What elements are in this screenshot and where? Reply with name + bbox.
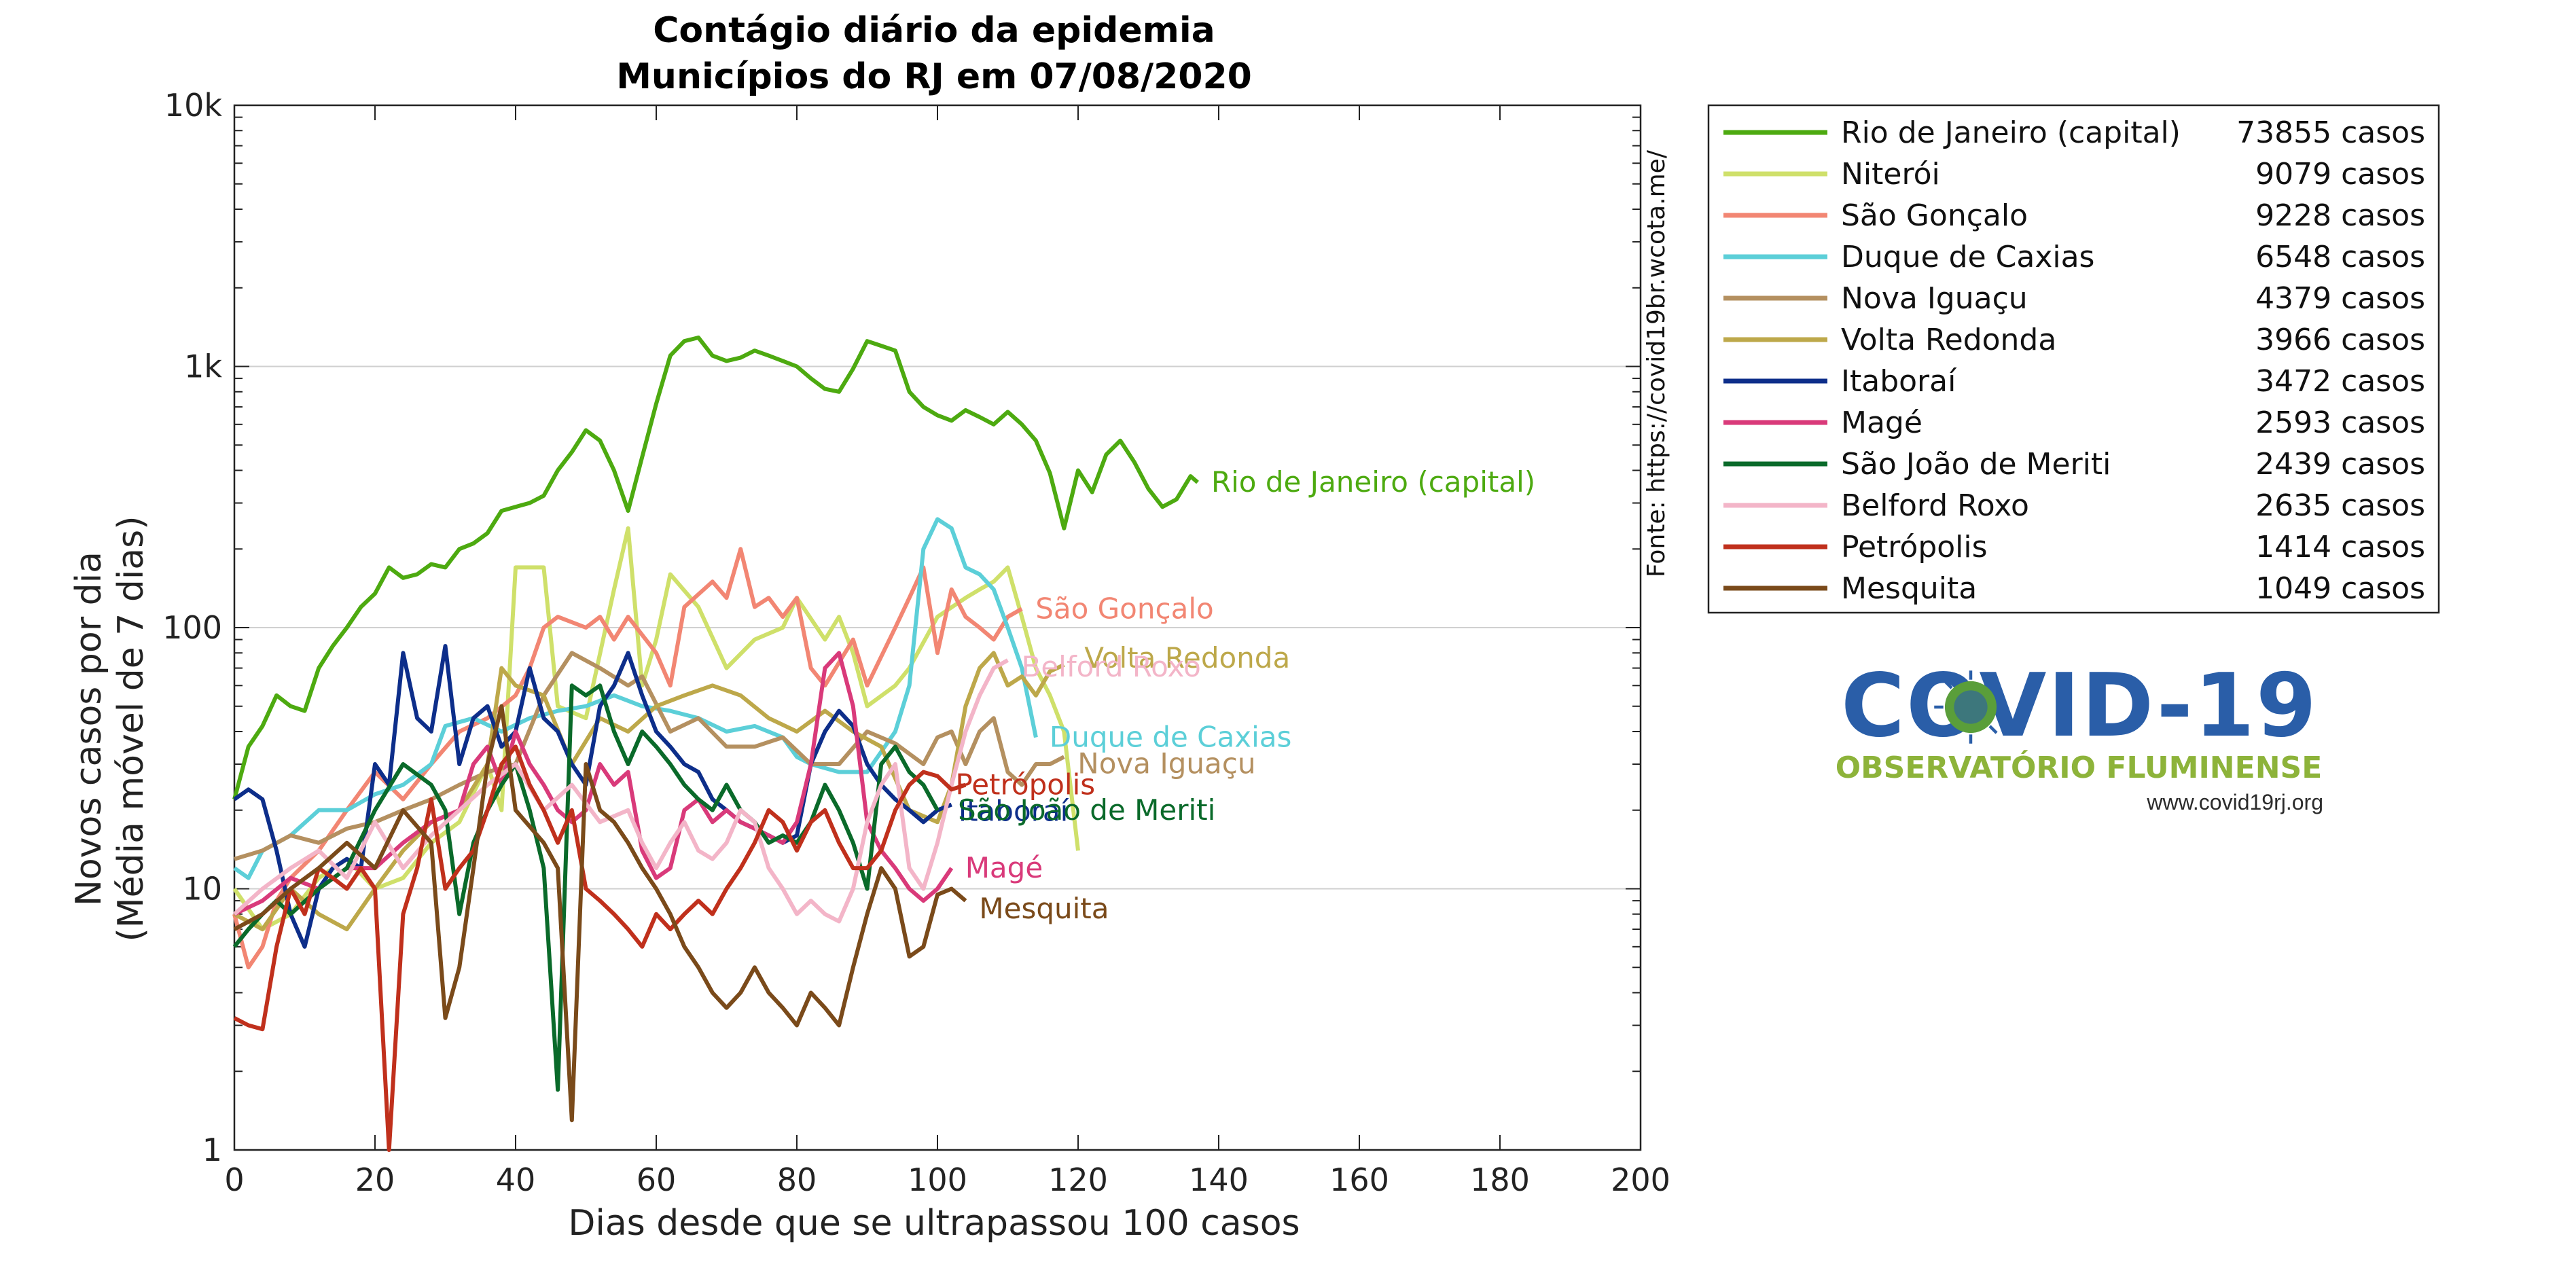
legend-entry-name: Magé: [1841, 406, 1922, 440]
legend-entry-name: Volta Redonda: [1841, 323, 2056, 357]
series-end-label: São Gonçalo: [1035, 592, 1214, 625]
legend-entry-cases: 2439 casos: [2255, 447, 2425, 482]
virus-icon: [1934, 670, 2007, 744]
legend-entry-name: Niterói: [1841, 157, 1940, 192]
y-tick-label: 10: [182, 871, 222, 907]
legend-entry-cases: 73855 casos: [2236, 115, 2425, 150]
x-tick-label: 120: [1048, 1161, 1108, 1198]
logo-subtitle: OBSERVATÓRIO FLUMINENSE: [1835, 751, 2323, 785]
series-end-label: Duque de Caxias: [1050, 721, 1292, 754]
y-axis-label-line-2: (Média móvel de 7 dias): [111, 516, 151, 941]
chart-title-line-1: Contágio diário da epidemia: [653, 10, 1215, 51]
y-tick-label: 100: [162, 609, 222, 646]
series-end-label: Petrópolis: [955, 768, 1095, 801]
legend-entry-cases: 2593 casos: [2255, 406, 2425, 440]
series-line-nova-iguac-u: [234, 651, 1065, 861]
x-tick-label: 200: [1611, 1161, 1670, 1198]
series-end-label: Mesquita: [979, 892, 1109, 925]
series-end-label: Volta Redonda: [1084, 641, 1290, 674]
legend-entry-name: Petrópolis: [1841, 530, 1988, 564]
x-tick-label: 100: [908, 1161, 967, 1198]
legend-entry-cases: 6548 casos: [2255, 240, 2425, 274]
y-tick-label: 1k: [184, 348, 222, 385]
legend-entry-name: Rio de Janeiro (capital): [1841, 115, 2181, 150]
x-tick-label: 60: [637, 1161, 677, 1198]
series-line-sa-o-joa-o-de-meriti: [232, 683, 940, 1092]
series-line-belford-roxo: [232, 658, 1009, 924]
legend-entry-cases: 2635 casos: [2255, 488, 2425, 523]
x-axis-label: Dias desde que se ultrapassou 100 casos: [568, 1203, 1300, 1244]
x-tick-label: 40: [496, 1161, 536, 1198]
series-end-label: Itaboraí: [959, 795, 1069, 828]
series-end-label: Rio de Janeiro (capital): [1211, 465, 1535, 499]
legend-entry-name: São Gonçalo: [1841, 198, 2028, 233]
legend-entry-cases: 1049 casos: [2255, 571, 2425, 606]
legend-entry-cases: 3966 casos: [2255, 323, 2425, 357]
logo-url: www.covid19rj.org: [2147, 790, 2323, 814]
x-tick-label: 140: [1189, 1161, 1249, 1198]
legend-entry-name: Mesquita: [1841, 571, 1977, 606]
legend-entry-name: Itaboraí: [1841, 364, 1957, 399]
series-line-mesquita: [233, 704, 967, 1123]
series-end-label: Magé: [965, 851, 1043, 884]
chart-title-line-2: Municípios do RJ em 07/08/2020: [616, 56, 1252, 97]
legend-entry-cases: 1414 casos: [2255, 530, 2425, 564]
y-axis-label-line-1: Novos casos por dia: [69, 552, 109, 906]
legend-entry-name: Nova Iguaçu: [1841, 281, 2028, 316]
series-end-label: São João de Meriti: [958, 793, 1215, 827]
legend-entry-cases: 9079 casos: [2255, 157, 2425, 192]
legend-entry-cases: 3472 casos: [2255, 364, 2425, 399]
covid19-logo: COVID-19 OBSERVATÓRIO FLUMINENSE www.cov…: [1827, 662, 2344, 818]
series-end-label: Nova Iguaçu: [1077, 746, 1255, 780]
y-tick-label: 1: [202, 1132, 222, 1168]
legend-entry-name: Belford Roxo: [1841, 488, 2029, 523]
logo-title: COVID-19: [1841, 655, 2318, 757]
legend-entry-cases: 4379 casos: [2255, 281, 2425, 316]
series-end-label: Belford Roxo: [1022, 650, 1201, 683]
x-tick-label: 20: [355, 1161, 395, 1198]
x-tick-label: 0: [224, 1161, 244, 1198]
legend-entry-name: Duque de Caxias: [1841, 240, 2094, 274]
source-note: Fonte: https://covid19br.wcota.me/: [1643, 149, 1670, 577]
legend-entry-name: São João de Meriti: [1841, 447, 2111, 482]
x-tick-label: 80: [777, 1161, 817, 1198]
legend-entry-cases: 9228 casos: [2255, 198, 2425, 233]
series-line-rio-de-janeiro-capital: [232, 336, 1199, 800]
series-line-petro-polis: [233, 744, 967, 1152]
legend: [1707, 104, 2440, 614]
x-tick-label: 160: [1329, 1161, 1389, 1198]
x-tick-label: 180: [1470, 1161, 1530, 1198]
y-tick-label: 10k: [164, 87, 223, 124]
